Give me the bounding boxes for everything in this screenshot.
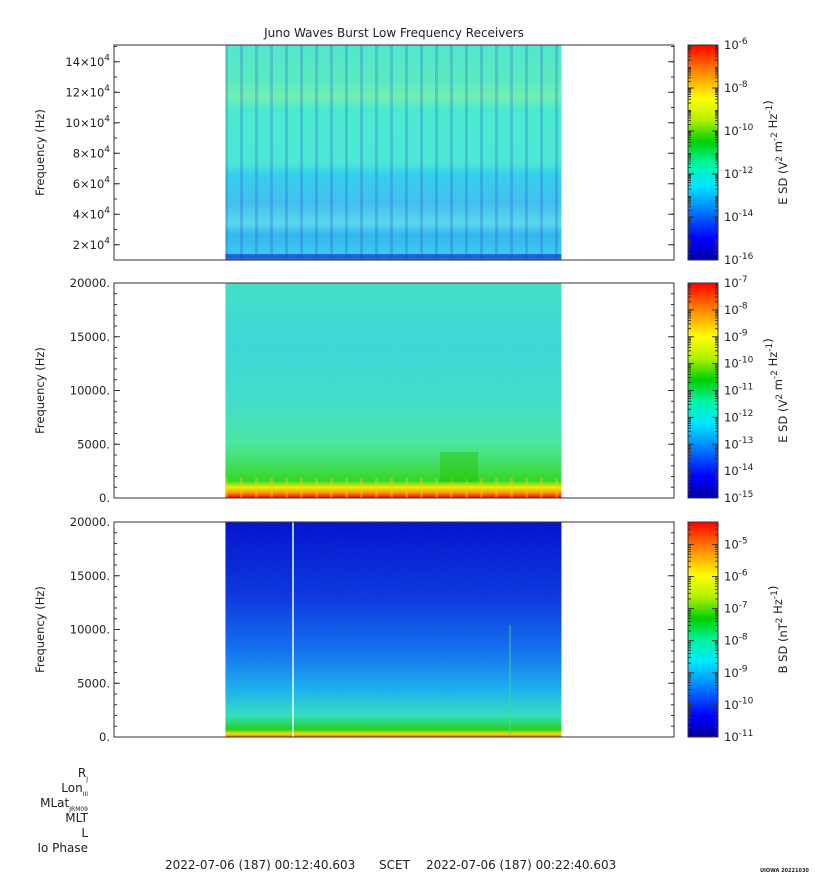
colorbar-tick-label: 10-11	[724, 382, 753, 397]
plot-frame	[113, 44, 675, 261]
ephemeris-label: Io Phase	[37, 841, 88, 855]
colorbar-label: E SD (V2 m-2 Hz-1)	[761, 338, 790, 443]
ephemeris-label: LonIII	[61, 781, 88, 798]
colorbar-tick-label: 10-6	[724, 568, 748, 583]
y-tick-label: 12×104	[65, 84, 110, 99]
y-tick-label: 2×104	[73, 237, 111, 252]
colorbar-lfwbr-b: 10-5 10-6 10-7 10-8 10-9 10-10 10-11 B SD (nT2 …	[687, 521, 790, 744]
colorbar-tick-label: 10-12	[724, 409, 753, 424]
colorbar-tick-label: 10-11	[724, 729, 753, 744]
y-tick-label: 0.	[99, 491, 110, 505]
y-tick-label: 20000.	[70, 515, 110, 529]
colorbar-tick-label: 10-16	[724, 252, 754, 267]
time-range-start: 2022-07-06 (187) 00:12:40.603	[165, 858, 355, 872]
spectrogram-panel-lfwbr-b: 0. 5000. 10000. 15000. 20000. Frequency (Hz) 1…	[33, 515, 790, 744]
y-tick-label: 4×104	[73, 206, 111, 221]
ephemeris-label: MLT	[65, 811, 88, 825]
ephemeris-label: RJ	[78, 766, 88, 783]
chart-title: Juno Waves Burst Low Frequency Receivers	[263, 26, 524, 40]
colorbar-tick-label: 10-9	[724, 665, 748, 680]
time-range-center: SCET	[379, 858, 411, 872]
y-tick-label: 15000.	[70, 330, 110, 344]
colorbar-tick-label: 10-8	[724, 302, 748, 317]
colorbar-tick-label: 10-7	[724, 275, 748, 290]
y-axis-label: Frequency (Hz)	[33, 347, 47, 434]
noise-texture	[225, 45, 562, 260]
colorbar-gradient	[688, 45, 718, 260]
y-axis-label: Frequency (Hz)	[33, 109, 47, 196]
colorbar-frame	[687, 44, 719, 261]
y-tick-label: 10000.	[70, 623, 110, 637]
colorbar-lfwbr-e: 10-7 10-8 10-9 10-10 10-11 10-12 10-13 10-14 10-…	[687, 275, 790, 505]
y-tick-label: 20000.	[70, 276, 110, 290]
y-tick-label: 10×104	[65, 115, 110, 130]
ephemeris-label: MLatJRM09	[40, 796, 88, 813]
y-tick-label: 6×104	[73, 176, 111, 191]
y-axis-label: Frequency (Hz)	[33, 586, 47, 673]
colorbar-label: B SD (nT2 Hz-1)	[766, 586, 790, 674]
colorbar-tick-label: 10-15	[724, 490, 753, 505]
colorbar-tick-label: 10-6	[724, 37, 748, 52]
y-tick-label: 14×104	[65, 54, 110, 69]
colorbar-hfwbr-e: 10-6 10-8 10-10 10-12 10-14 10-16 E SD (V2 m-2…	[687, 37, 790, 267]
colorbar-tick-label: 10-13	[724, 436, 753, 451]
colorbar-tick-label: 10-5	[724, 536, 748, 551]
colorbar-frame	[687, 521, 719, 738]
noise-texture	[225, 283, 562, 498]
colorbar-tick-label: 10-14	[724, 209, 754, 224]
colorbar-tick-label: 10-8	[724, 633, 748, 648]
y-tick-label: 0.	[99, 730, 110, 744]
colorbar-tick-label: 10-10	[724, 123, 754, 138]
y-tick-label: 15000.	[70, 569, 110, 583]
spectrogram-panel-lfwbr-e: 0. 5000. 10000. 15000. 20000. Frequency (Hz) 1…	[33, 275, 790, 505]
y-tick-label: 5000.	[77, 437, 110, 451]
colorbar-tick-label: 10-7	[724, 600, 748, 615]
spectrogram-panel-hfwbr-e: 2×104 4×104 6×104 8×104 10×104 12×104 14×104 Fr…	[33, 37, 790, 267]
colorbar-tick-label: 10-10	[724, 355, 754, 370]
time-range-end: 2022-07-06 (187) 00:22:40.603	[426, 858, 616, 872]
colorbar-tick-label: 10-10	[724, 697, 754, 712]
y-tick-label: 8×104	[73, 145, 111, 160]
noise-texture	[225, 522, 562, 737]
colorbar-label: E SD (V2 m-2 Hz-1)	[761, 100, 790, 205]
colorbar-tick-label: 10-12	[724, 166, 753, 181]
colorbar-tick-label: 10-8	[724, 80, 748, 95]
colorbar-tick-label: 10-14	[724, 463, 754, 478]
footer-tag: UIOWA 20221030	[760, 868, 809, 874]
colorbar-gradient	[688, 522, 718, 737]
y-tick-label: 10000.	[70, 384, 110, 398]
y-tick-label: 5000.	[77, 676, 110, 690]
ephemeris-label: L	[81, 826, 88, 840]
colorbar-tick-label: 10-9	[724, 329, 748, 344]
